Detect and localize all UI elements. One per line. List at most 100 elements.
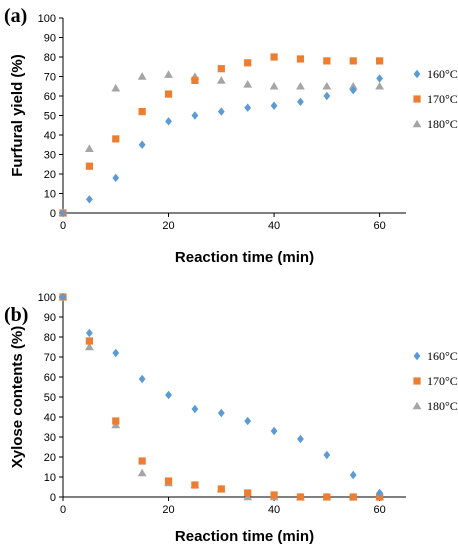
y-tick-label: 90 xyxy=(44,33,56,45)
legend-label: 170°C xyxy=(427,92,458,106)
y-tick-label: 100 xyxy=(38,13,56,25)
data-point xyxy=(191,404,199,414)
panel-label: (a) xyxy=(4,5,27,27)
data-point xyxy=(217,65,225,73)
data-point xyxy=(217,107,225,116)
data-point xyxy=(376,74,384,83)
y-tick-label: 60 xyxy=(44,91,56,103)
x-axis-title: Reaction time (min) xyxy=(175,249,314,266)
data-point xyxy=(376,57,384,65)
y-tick-label: 20 xyxy=(44,169,56,181)
data-point xyxy=(349,470,357,480)
data-point xyxy=(165,117,172,126)
data-point xyxy=(191,111,199,120)
data-point xyxy=(349,85,357,95)
data-point xyxy=(85,195,93,204)
y-tick-label: 80 xyxy=(44,332,56,344)
y-tick-label: 20 xyxy=(44,452,56,464)
data-point xyxy=(297,434,304,444)
y-tick-label: 90 xyxy=(44,312,56,324)
data-point xyxy=(376,488,384,498)
panel-a: (a) 0 10 20 30 40 50 60 70 80 90 100 0 20 40 60 Reaction… xyxy=(4,5,458,266)
data-point xyxy=(349,57,357,65)
data-point xyxy=(217,485,225,493)
x-tick-label: 60 xyxy=(373,220,385,232)
legend-marker xyxy=(412,119,422,128)
y-tick-label: 10 xyxy=(44,189,56,201)
data-point xyxy=(375,81,385,90)
data-point xyxy=(244,103,252,112)
data-point xyxy=(216,76,226,84)
y-tick-label: 40 xyxy=(44,130,56,142)
x-tick-label: 60 xyxy=(373,504,385,516)
y-tick-label: 80 xyxy=(44,52,56,64)
x-axis-title: Reaction time (min) xyxy=(175,528,314,545)
data-point xyxy=(85,328,93,338)
data-point xyxy=(349,493,357,501)
data-point xyxy=(348,81,358,90)
legend-label: 160°C xyxy=(427,349,458,363)
y-tick-label: 30 xyxy=(44,150,56,162)
data-point xyxy=(323,493,331,501)
data-point xyxy=(270,491,278,499)
panel-b: (b) 0 10 20 30 40 50 60 70 80 90 100 0 20 40 60 Reaction… xyxy=(4,292,458,545)
y-tick-label: 60 xyxy=(44,372,56,384)
data-point xyxy=(85,162,93,170)
data-point xyxy=(297,97,304,107)
legend-label: 180°C xyxy=(427,117,458,131)
y-tick-label: 70 xyxy=(44,72,56,84)
x-tick-label: 40 xyxy=(268,504,280,516)
y-tick-label: 50 xyxy=(44,392,56,404)
data-point xyxy=(59,292,67,302)
x-tick-label: 20 xyxy=(162,220,174,232)
data-point xyxy=(270,426,278,436)
y-tick-label: 100 xyxy=(38,292,56,304)
data-point xyxy=(59,208,67,218)
data-point xyxy=(323,91,331,101)
data-point xyxy=(191,481,199,489)
legend-label: 170°C xyxy=(427,374,458,388)
data-point xyxy=(244,489,252,497)
data-point xyxy=(164,477,173,485)
x-tick-label: 20 xyxy=(162,504,174,516)
data-point xyxy=(164,70,173,78)
data-point xyxy=(138,140,146,149)
data-point xyxy=(85,337,93,345)
data-point xyxy=(244,416,252,426)
data-point xyxy=(112,173,120,183)
data-point xyxy=(296,55,305,63)
data-point xyxy=(111,83,121,92)
data-point xyxy=(138,374,146,384)
data-point xyxy=(164,90,173,98)
y-tick-label: 0 xyxy=(50,208,56,220)
data-point xyxy=(112,417,120,425)
data-point xyxy=(243,80,253,88)
data-point xyxy=(323,57,331,65)
data-point xyxy=(217,408,225,418)
data-point xyxy=(191,76,199,84)
y-axis-title: Xylose contents (%) xyxy=(9,326,26,469)
data-point xyxy=(138,108,146,116)
legend-marker xyxy=(413,377,421,385)
data-point xyxy=(270,53,278,61)
x-tick-label: 0 xyxy=(60,220,66,232)
data-point xyxy=(112,348,120,358)
data-point xyxy=(84,342,94,351)
x-tick-label: 40 xyxy=(268,220,280,232)
data-point xyxy=(84,144,94,152)
data-point xyxy=(137,468,147,477)
data-point xyxy=(138,457,146,465)
legend-marker xyxy=(413,351,421,361)
y-axis-title: Furfural yield (%) xyxy=(9,54,26,177)
y-tick-label: 40 xyxy=(44,412,56,424)
legend-label: 160°C xyxy=(427,67,458,81)
data-point xyxy=(296,81,305,90)
panel-label: (b) xyxy=(4,304,28,326)
data-point xyxy=(137,72,147,80)
data-point xyxy=(165,390,172,400)
data-point xyxy=(270,101,278,110)
data-point xyxy=(296,493,305,501)
y-tick-label: 0 xyxy=(50,492,56,504)
data-point xyxy=(322,81,332,90)
